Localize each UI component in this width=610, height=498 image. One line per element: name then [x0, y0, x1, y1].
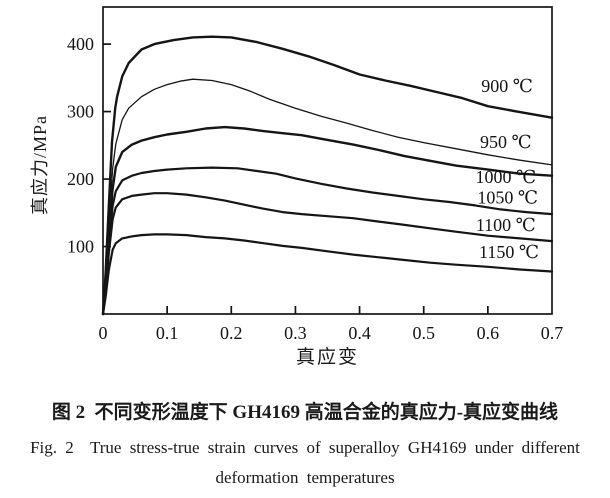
x-tick-label: 0.2 [220, 323, 243, 343]
x-axis-title: 真应变 [295, 347, 359, 368]
curve-label-950c: 950 ℃ [480, 132, 532, 152]
x-tick-label: 0.4 [348, 323, 371, 343]
curve-1000c [101, 125, 554, 316]
y-tick-label: 400 [67, 34, 94, 54]
curve-label-1050c: 1050 ℃ [477, 187, 538, 207]
caption-english-line1: Fig. 2 True stress-true strain curves of… [30, 438, 580, 457]
y-tick-label: 300 [67, 102, 94, 122]
y-axis: 100 200 300 400 [67, 34, 111, 257]
x-tick-label: 0.5 [412, 323, 435, 343]
curve-label-1150c: 1150 ℃ [479, 242, 539, 262]
curve-label-900c: 900 ℃ [481, 76, 533, 96]
x-tick-label: 0.6 [477, 323, 500, 343]
curve-label-1000c: 1000 ℃ [475, 167, 536, 187]
plot-frame [102, 6, 553, 315]
curve-950c [102, 78, 553, 315]
curve-1100c [101, 192, 554, 316]
x-axis: 0 0.1 0.2 0.3 0.4 0.5 0.6 0.7 [99, 306, 564, 343]
x-tick-label: 0.7 [541, 323, 564, 343]
x-tick-label: 0 [99, 323, 108, 343]
curve-900c [101, 35, 554, 316]
curve-1050c [101, 166, 554, 316]
chart-canvas: 0 0.1 0.2 0.3 0.4 0.5 0.6 0.7 100 200 300 400 900 ℃ 9… [67, 6, 564, 343]
curve-1150c [101, 233, 554, 316]
caption-chinese: 图 2 不同变形温度下 GH4169 高温合金的真应力-真应变曲线 [51, 402, 559, 423]
y-tick-label: 200 [67, 169, 94, 189]
stress-strain-chart: 0 0.1 0.2 0.3 0.4 0.5 0.6 0.7 100 200 300 400 900 ℃ 9… [30, 6, 564, 368]
x-tick-label: 0.1 [156, 323, 179, 343]
curve-label-1100c: 1100 ℃ [476, 215, 536, 235]
y-tick-label: 100 [67, 237, 94, 257]
caption-english-line2: deformation temperatures [215, 468, 395, 487]
x-tick-label: 0.3 [284, 323, 307, 343]
y-axis-title: 真应力/MPa [30, 115, 50, 216]
